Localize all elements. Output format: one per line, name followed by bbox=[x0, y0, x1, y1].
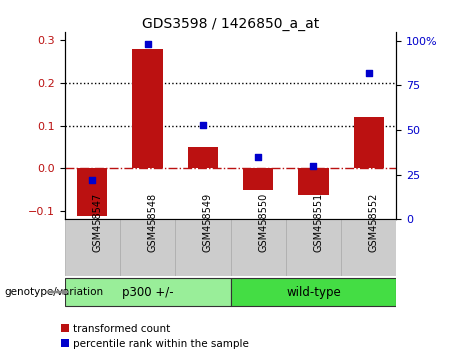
Bar bbox=[77, 168, 107, 216]
Point bbox=[365, 70, 372, 76]
Bar bbox=[65, 219, 120, 276]
Text: GSM458550: GSM458550 bbox=[258, 193, 268, 252]
Text: GSM458552: GSM458552 bbox=[369, 193, 379, 252]
Point bbox=[144, 41, 151, 47]
Point bbox=[254, 154, 262, 160]
Bar bbox=[354, 117, 384, 168]
Text: wild-type: wild-type bbox=[286, 286, 341, 298]
Text: GSM458551: GSM458551 bbox=[313, 193, 324, 252]
Legend: transformed count, percentile rank within the sample: transformed count, percentile rank withi… bbox=[60, 324, 249, 349]
Text: GSM458548: GSM458548 bbox=[148, 193, 158, 252]
Text: GSM458549: GSM458549 bbox=[203, 193, 213, 252]
Bar bbox=[175, 219, 230, 276]
Text: p300 +/-: p300 +/- bbox=[122, 286, 173, 298]
Point bbox=[310, 163, 317, 169]
Text: genotype/variation: genotype/variation bbox=[5, 287, 104, 297]
Bar bbox=[286, 219, 341, 276]
Point bbox=[89, 177, 96, 183]
Bar bbox=[132, 49, 163, 168]
Point bbox=[199, 122, 207, 127]
Text: GSM458547: GSM458547 bbox=[92, 193, 102, 252]
Title: GDS3598 / 1426850_a_at: GDS3598 / 1426850_a_at bbox=[142, 17, 319, 31]
Bar bbox=[120, 219, 175, 276]
Bar bbox=[298, 168, 329, 195]
Bar bbox=[243, 168, 273, 190]
Bar bbox=[341, 219, 396, 276]
Bar bbox=[230, 219, 286, 276]
Bar bbox=[188, 147, 218, 168]
Bar bbox=[230, 278, 396, 306]
Bar bbox=[65, 278, 230, 306]
